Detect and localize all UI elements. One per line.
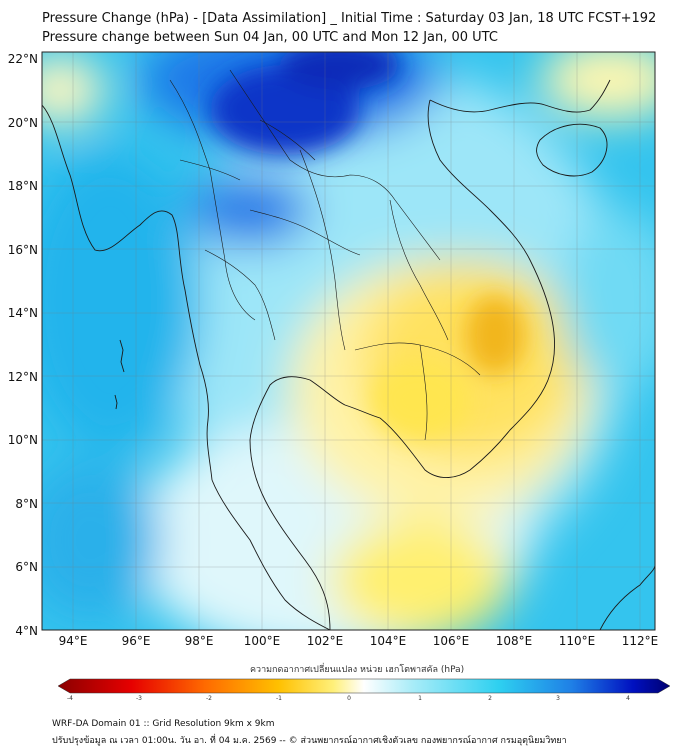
lat-label: 4°N <box>15 624 38 638</box>
lat-label: 12°N <box>8 370 38 384</box>
colorbar-tick: -1 <box>276 695 282 702</box>
colorbar-tick: -2 <box>206 695 212 702</box>
lon-label: 110°E <box>559 634 596 648</box>
footer-domain-info: WRF-DA Domain 01 :: Grid Resolution 9km … <box>52 719 275 729</box>
pressure-change-map: 22°N 20°N 18°N 16°N 14°N 12°N 10°N 8°N 6… <box>8 51 659 648</box>
map-frame <box>41 51 656 631</box>
lat-label: 20°N <box>8 116 38 130</box>
map-subtitle: Pressure change between Sun 04 Jan, 00 U… <box>42 30 498 45</box>
lon-label: 94°E <box>59 634 88 648</box>
lon-label: 112°E <box>622 634 659 648</box>
lat-label: 18°N <box>8 179 38 193</box>
coastlines <box>42 79 655 630</box>
colorbar-tick: 3 <box>556 695 560 702</box>
lon-label: 100°E <box>244 634 281 648</box>
colorbar-gradient <box>57 678 671 694</box>
footer-update-info: ปรับปรุงข้อมูล ณ เวลา 01:00น. วัน อา. ที… <box>52 736 567 746</box>
colorbar-tick: 4 <box>626 695 630 702</box>
lat-label: 14°N <box>8 306 38 320</box>
lat-label: 10°N <box>8 433 38 447</box>
borders <box>169 69 481 441</box>
lon-label: 96°E <box>122 634 151 648</box>
colorbar-title: ความกดอากาศเปลี่ยนแปลง หน่วย เฮกโตพาสคัล… <box>250 665 465 675</box>
pressure-field <box>42 52 655 630</box>
lon-label: 104°E <box>370 634 407 648</box>
lat-label: 6°N <box>15 560 38 574</box>
colorbar-tick: 2 <box>488 695 492 702</box>
graticule <box>42 52 655 630</box>
colorbar-ticks: -4 -3 -2 -1 0 1 2 3 4 <box>67 695 630 702</box>
lat-label: 8°N <box>15 497 38 511</box>
latitude-labels: 22°N 20°N 18°N 16°N 14°N 12°N 10°N 8°N 6… <box>8 52 38 638</box>
colorbar-tick: 1 <box>418 695 422 702</box>
colorbar: -4 -3 -2 -1 0 1 2 3 4 <box>57 678 671 702</box>
lon-label: 98°E <box>185 634 214 648</box>
lon-label: 102°E <box>307 634 344 648</box>
colorbar-tick: 0 <box>347 695 351 702</box>
longitude-labels: 94°E 96°E 98°E 100°E 102°E 104°E 106°E 1… <box>59 634 659 648</box>
colorbar-tick: -3 <box>136 695 142 702</box>
lon-label: 108°E <box>496 634 533 648</box>
lat-label: 22°N <box>8 52 38 66</box>
map-title: Pressure Change (hPa) - [Data Assimilati… <box>42 11 657 26</box>
lon-label: 106°E <box>433 634 470 648</box>
lat-label: 16°N <box>8 243 38 257</box>
colorbar-tick: -4 <box>67 695 73 702</box>
